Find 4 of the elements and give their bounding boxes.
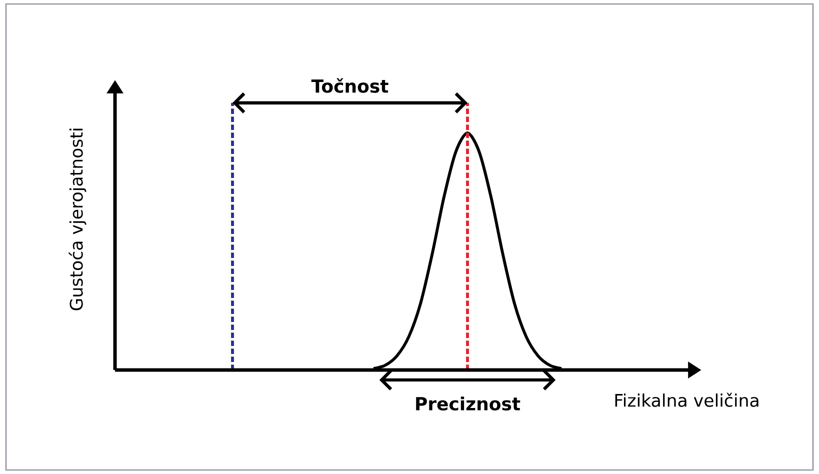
- text: Preciznost: [416, 396, 520, 411]
- y-axis-title: Gustoća vjerojatnosti: [68, 128, 86, 310]
- text: Točnost: [311, 78, 388, 93]
- x-axis-title: Fizikalna veličina: [615, 392, 758, 407]
